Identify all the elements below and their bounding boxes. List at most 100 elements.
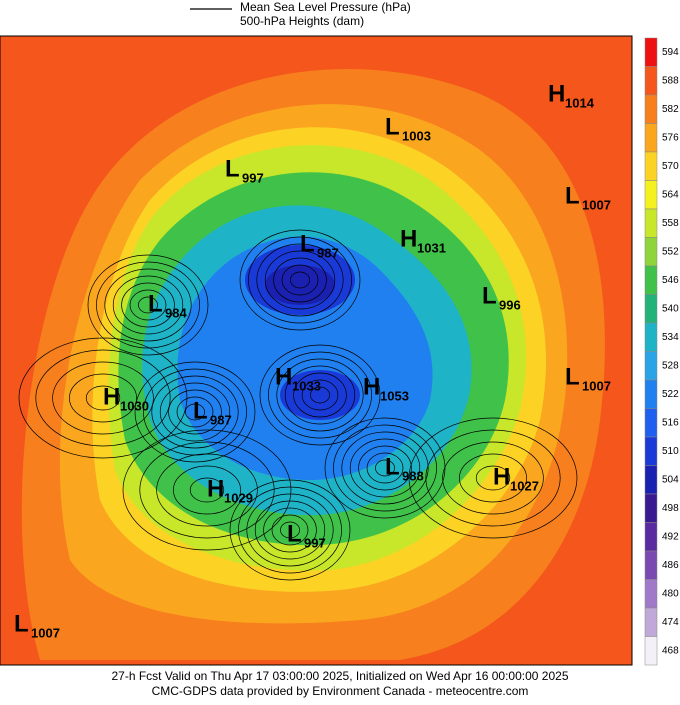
legend-line: 500-hPa Heights (dam) (240, 14, 364, 28)
contour-line (189, 477, 225, 503)
colorbar-swatch (644, 180, 658, 210)
center-letter: H (363, 373, 380, 400)
contour-line (18, 337, 188, 459)
center-letter: L (482, 282, 497, 309)
contour-line (69, 373, 137, 423)
contour-line (156, 453, 258, 527)
contours (18, 229, 578, 581)
colorbar-swatch (644, 322, 658, 352)
contour-line (358, 445, 412, 491)
footer-line: CMC-GDPS data provided by Environment Ca… (152, 684, 529, 698)
contour-line (341, 431, 429, 505)
height-field (177, 236, 433, 480)
contour-line (248, 236, 352, 324)
contour-line (138, 296, 158, 314)
center-pressure: 1014 (565, 95, 595, 110)
contour-line (459, 453, 527, 503)
contour-line (52, 361, 154, 435)
center-pressure: 1003 (402, 128, 431, 143)
contour-line (408, 417, 578, 539)
colorbar-label: 504 (662, 474, 679, 485)
contour-line (134, 361, 256, 463)
center-pressure: 997 (304, 535, 326, 550)
center-pressure: 1033 (292, 378, 321, 393)
contour-line (375, 459, 395, 477)
contour-line (85, 385, 121, 411)
colorbar-swatch (644, 607, 658, 637)
colorbar-swatch (644, 123, 658, 153)
center-letter: L (193, 397, 208, 424)
colorbar-label: 546 (662, 275, 679, 286)
colorbar-swatch (644, 550, 658, 580)
contour-line (35, 349, 171, 447)
center-letter: L (385, 113, 400, 140)
contour-line (185, 403, 205, 421)
colorbar-label: 552 (662, 246, 679, 257)
center-letter: H (400, 225, 417, 252)
colorbar-label: 576 (662, 132, 679, 143)
center-pressure: 987 (210, 412, 232, 427)
colorbar-swatch (644, 208, 658, 238)
contour-line (290, 271, 310, 289)
contour-line (349, 438, 421, 498)
contour-line (139, 441, 275, 539)
colorbar-swatch (644, 522, 658, 552)
contour-line (96, 261, 200, 349)
colorbar-label: 558 (662, 218, 679, 229)
contour-line (333, 424, 437, 512)
colorbar-label: 540 (662, 303, 679, 314)
contour-line (475, 465, 511, 491)
contour-line (254, 500, 326, 560)
colorbar-swatch (644, 351, 658, 381)
colorbar-swatch (644, 94, 658, 124)
center-letter: H (275, 363, 292, 390)
map-area (0, 35, 633, 666)
colorbar-label: 492 (662, 531, 679, 542)
center-pressure: 996 (499, 297, 521, 312)
center-pressure: 984 (165, 305, 187, 320)
colorbar-label: 570 (662, 161, 679, 172)
contour-line (121, 282, 175, 328)
contour-line (271, 514, 309, 546)
height-field (265, 265, 335, 305)
center-pressure: 1053 (380, 388, 409, 403)
colorbar-swatch (644, 579, 658, 609)
center-letter: L (385, 453, 400, 480)
contour-line (159, 382, 231, 442)
colorbar-swatch (644, 237, 658, 267)
colorbar-swatch (644, 408, 658, 438)
contour-line (293, 372, 347, 418)
contour-line (176, 396, 214, 428)
colorbar-swatch (644, 294, 658, 324)
contour-line (273, 257, 327, 303)
colorbar-label: 564 (662, 189, 679, 200)
colorbar-swatch (644, 379, 658, 409)
center-pressure: 987 (317, 245, 339, 260)
contour-line (238, 486, 342, 574)
center-letter: L (14, 610, 29, 637)
center-letter: L (225, 155, 240, 182)
contour-line (104, 268, 192, 342)
contour-line (281, 264, 319, 296)
contour-line (284, 365, 356, 425)
center-pressure: 1031 (417, 240, 446, 255)
colorbar: 594 588 582 576 570 564 558 552 546 540 534 528 522 5… (644, 37, 679, 666)
colorbar-label: 528 (662, 360, 679, 371)
contour-line (256, 243, 344, 317)
center-pressure: 1007 (31, 625, 60, 640)
center-pressure: 1027 (510, 478, 539, 493)
colorbar-label: 522 (662, 389, 679, 400)
center-letter: H (103, 383, 120, 410)
colorbar-swatch (644, 37, 658, 67)
legend-line: Mean Sea Level Pressure (hPa) (240, 0, 411, 14)
center-letter: H (548, 80, 565, 107)
colorbar-label: 468 (662, 645, 679, 656)
center-pressure: 1030 (120, 398, 149, 413)
contour-line (239, 229, 361, 331)
colorbar-swatch (644, 636, 658, 666)
contour-line (301, 379, 339, 411)
colorbar-label: 588 (662, 75, 679, 86)
height-field (280, 370, 360, 420)
